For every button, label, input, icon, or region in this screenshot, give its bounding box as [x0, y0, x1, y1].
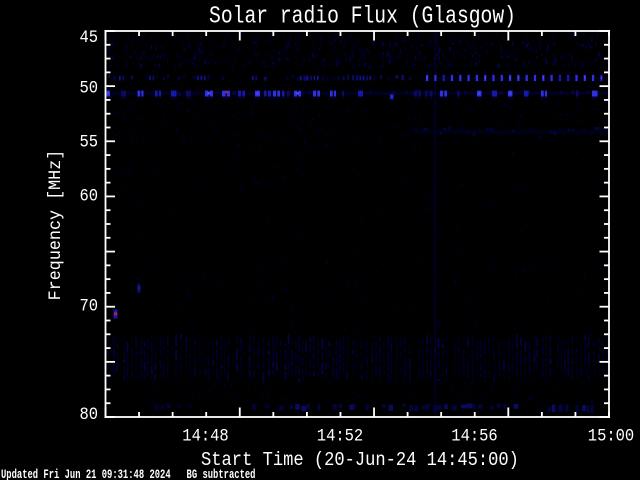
svg-text:60: 60	[79, 187, 98, 207]
svg-text:55: 55	[79, 133, 98, 153]
svg-text:Start Time (20-Jun-24 14:45:00: Start Time (20-Jun-24 14:45:00)	[201, 450, 519, 471]
svg-text:Frequency [MHz]: Frequency [MHz]	[47, 150, 67, 301]
svg-text:Updated Fri Jun 21 09:31:48 20: Updated Fri Jun 21 09:31:48 2024 BG subt…	[1, 468, 255, 480]
svg-text:50: 50	[79, 79, 98, 99]
svg-text:70: 70	[79, 297, 98, 317]
svg-text:15:00: 15:00	[588, 426, 634, 446]
svg-text:14:48: 14:48	[182, 426, 228, 446]
svg-text:45: 45	[79, 28, 98, 48]
svg-text:14:52: 14:52	[317, 426, 363, 446]
svg-text:Solar radio Flux (Glasgow): Solar radio Flux (Glasgow)	[209, 3, 516, 30]
svg-text:14:56: 14:56	[451, 426, 497, 446]
svg-text:80: 80	[79, 405, 98, 425]
